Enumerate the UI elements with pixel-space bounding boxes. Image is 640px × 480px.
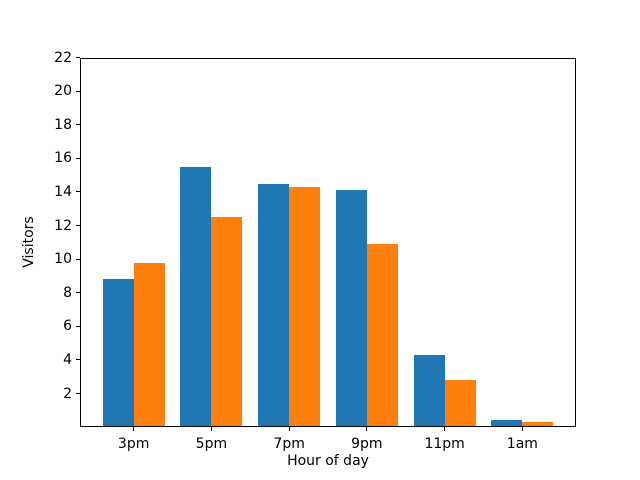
y-tick-label: 4: [63, 351, 72, 368]
x-tick-mark: [133, 427, 135, 432]
bar-orange-series-1am: [522, 422, 554, 428]
x-tick-mark: [366, 427, 368, 432]
bar-blue-series-9pm: [335, 190, 367, 428]
y-tick-label: 10: [54, 251, 72, 268]
y-tick-mark: [76, 157, 80, 159]
y-tick-mark: [76, 90, 80, 92]
x-tick-label: 1am: [506, 435, 538, 452]
y-tick-mark: [76, 292, 80, 294]
x-tick-mark: [210, 427, 212, 432]
x-tick-mark: [521, 427, 523, 432]
bar-blue-series-3pm: [102, 279, 134, 428]
y-tick-mark: [76, 325, 80, 327]
y-axis-label: Visitors: [21, 216, 37, 268]
plot-area: 2 4 6 8 10 12 14 16 18 20 22 3pm 5pm 7pm 9pm 11pm 1am: [54, 51, 576, 451]
y-tick-label: 20: [54, 83, 72, 100]
y-tick-mark: [76, 225, 80, 227]
x-tick-label: 5pm: [195, 435, 228, 452]
bar-blue-series-7pm: [258, 183, 290, 428]
y-tick-label: 12: [54, 217, 72, 234]
y-tick-label: 18: [54, 116, 72, 133]
y-tick-label: 8: [63, 284, 72, 301]
y-tick-mark: [76, 124, 80, 126]
bar-orange-series-11pm: [444, 380, 476, 428]
y-tick-label: 14: [54, 183, 72, 200]
y-tick-label: 6: [63, 318, 72, 335]
x-tick-label: 9pm: [351, 435, 383, 452]
bar-orange-series-5pm: [211, 217, 243, 428]
bar-blue-series-5pm: [180, 166, 212, 428]
y-tick-mark: [76, 393, 80, 395]
y-tick-mark: [76, 258, 80, 260]
y-tick-mark: [76, 359, 80, 361]
x-tick-label: 11pm: [424, 435, 465, 452]
y-tick-label: 22: [54, 49, 72, 66]
y-tick-mark: [76, 57, 80, 59]
y-tick-label: 16: [54, 150, 72, 167]
bar-blue-series-11pm: [413, 354, 445, 428]
bar-blue-series-1am: [491, 420, 523, 428]
x-tick-label: 7pm: [273, 435, 305, 452]
x-axis-label: Hour of day: [287, 453, 369, 469]
x-tick-mark: [444, 427, 446, 432]
x-tick-mark: [288, 427, 290, 432]
x-tick-label: 3pm: [117, 435, 150, 452]
y-tick-mark: [76, 191, 80, 193]
bar-orange-series-7pm: [289, 186, 321, 428]
bar-orange-series-9pm: [366, 244, 398, 428]
bar-orange-series-3pm: [133, 262, 165, 428]
y-tick-label: 2: [63, 385, 72, 402]
